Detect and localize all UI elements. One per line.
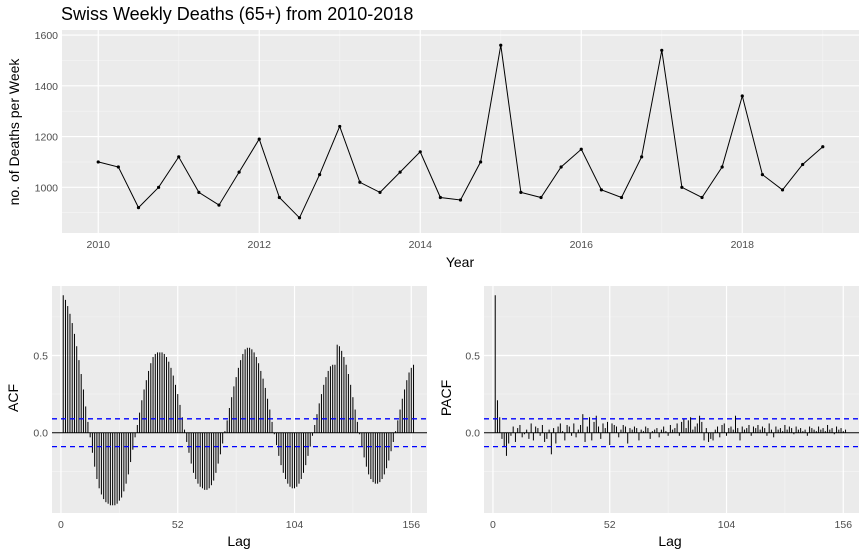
acf-y-tick-label: 0.5 <box>33 350 48 362</box>
weekly-deaths-point <box>499 43 503 47</box>
time-series-x-tick-label: 2016 <box>570 239 594 251</box>
pacf-x-axis-title: Lag <box>658 533 681 549</box>
time-series-y-tick-label: 1200 <box>35 132 59 144</box>
weekly-deaths-point <box>579 147 583 151</box>
weekly-deaths-point <box>318 173 322 177</box>
weekly-deaths-point <box>398 170 402 174</box>
acf-bars <box>62 295 415 506</box>
time-series-x-tick-label: 2014 <box>409 239 433 251</box>
weekly-deaths-point <box>519 190 523 194</box>
time-series-x-tick-label: 2010 <box>87 239 111 251</box>
chart-title: Swiss Weekly Deaths (65+) from 2010-2018 <box>61 4 413 24</box>
acf-x-tick-label: 52 <box>172 519 184 531</box>
x-axis-title-year: Year <box>446 254 475 270</box>
time-series-grid <box>62 30 859 233</box>
pacf-y-axis-title: PACF <box>438 380 454 416</box>
weekly-deaths-point <box>297 216 302 220</box>
weekly-deaths-point <box>277 195 281 200</box>
weekly-deaths-point <box>458 198 463 202</box>
weekly-deaths-point <box>801 162 805 167</box>
acf-y-tick-label: 0.0 <box>33 428 48 440</box>
pacf-x-tick-label: 0 <box>490 519 496 531</box>
weekly-deaths-point <box>438 195 442 200</box>
weekly-deaths-point <box>418 150 422 154</box>
weekly-deaths-point <box>378 190 382 194</box>
pacf-panel: 0 52 104 156 0.0 0.5 Lag PACF <box>438 286 859 549</box>
weekly-deaths-point <box>96 160 100 164</box>
pacf-bars <box>494 295 847 456</box>
weekly-deaths-point <box>136 206 141 210</box>
weekly-deaths-point <box>479 160 483 164</box>
weekly-deaths-point <box>217 203 221 207</box>
acf-x-axis-title: Lag <box>227 533 250 549</box>
weekly-deaths-point <box>559 165 563 169</box>
time-series-tick-labels: 2010 2012 2014 2016 2018 1000 1200 1400 1600 <box>35 30 754 251</box>
weekly-deaths-point <box>237 170 241 174</box>
weekly-deaths-point <box>821 145 825 149</box>
pacf-x-tick-label: 52 <box>604 519 616 531</box>
time-series-x-tick-label: 2012 <box>248 239 272 251</box>
acf-panel: 0 52 104 156 0.0 0.5 Lag ACF <box>5 286 427 549</box>
weekly-deaths-point <box>338 124 342 129</box>
acf-tick-labels: 0 52 104 156 0.0 0.5 <box>33 350 420 531</box>
pacf-y-tick-label: 0.5 <box>465 350 480 362</box>
time-series-x-tick-label: 2018 <box>731 239 755 251</box>
weekly-deaths-point <box>116 165 120 169</box>
weekly-deaths-point <box>640 155 644 159</box>
weekly-deaths-point <box>700 195 704 200</box>
acf-x-tick-label: 104 <box>286 519 304 531</box>
y-axis-title-deaths: no. of Deaths per Week <box>6 58 22 206</box>
weekly-deaths-point <box>599 188 603 192</box>
pacf-x-tick-label: 104 <box>718 519 736 531</box>
weekly-deaths-point <box>760 173 764 177</box>
time-series-panel: 2010 2012 2014 2016 2018 1000 1200 1400 1600 Yea… <box>6 30 859 270</box>
weekly-deaths-point <box>157 185 161 189</box>
pacf-y-tick-label: 0.0 <box>465 428 480 440</box>
weekly-deaths-point <box>177 155 181 159</box>
weekly-deaths-point <box>539 195 543 200</box>
weekly-deaths-point <box>660 48 664 52</box>
weekly-deaths-point <box>257 137 261 141</box>
weekly-deaths-point <box>619 195 624 200</box>
time-series-y-tick-label: 1400 <box>35 81 59 93</box>
weekly-deaths-point <box>197 190 201 194</box>
weekly-deaths-point <box>780 188 785 192</box>
time-series-y-tick-label: 1600 <box>35 30 59 42</box>
acf-x-tick-label: 156 <box>403 519 421 531</box>
acf-x-tick-label: 0 <box>58 519 64 531</box>
pacf-tick-labels: 0 52 104 156 0.0 0.5 <box>465 350 852 531</box>
time-series-y-tick-label: 1000 <box>35 182 59 194</box>
weekly-deaths-point <box>358 180 362 184</box>
pacf-x-tick-label: 156 <box>835 519 853 531</box>
acf-y-axis-title: ACF <box>5 384 21 412</box>
weekly-deaths-point <box>680 185 684 189</box>
pacf-plot-background <box>484 286 859 513</box>
weekly-deaths-points <box>96 43 825 220</box>
weekly-deaths-point <box>720 165 724 169</box>
weekly-deaths-point <box>740 94 744 98</box>
